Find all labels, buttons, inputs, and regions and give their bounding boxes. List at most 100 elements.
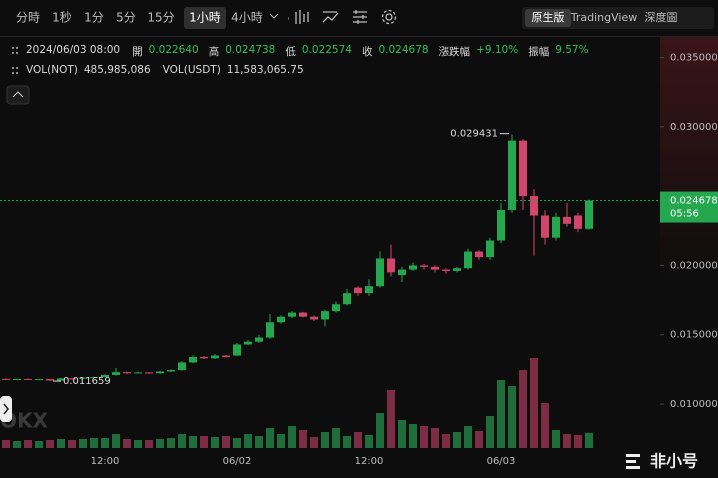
tool-icons <box>295 9 397 25</box>
volume-bar <box>2 440 10 448</box>
gear-icon[interactable] <box>385 13 393 21</box>
divider <box>0 36 718 37</box>
side-button[interactable] <box>0 396 12 422</box>
settings-list-icon[interactable] <box>353 10 367 24</box>
volume-bar <box>145 440 153 448</box>
volume-bar <box>442 434 450 448</box>
view[interactable]: TradingView <box>570 11 637 24</box>
volume-bar <box>464 426 472 448</box>
candle-body <box>233 344 241 356</box>
dropdown-icon[interactable] <box>269 13 279 19</box>
candle-body <box>464 251 472 269</box>
candle-body <box>552 216 560 238</box>
volume-bar <box>299 430 307 448</box>
volume-bar <box>585 432 593 448</box>
x-tick-label: 12:00 <box>91 456 120 467</box>
field-value: +9.10% <box>476 44 519 56</box>
candle-body <box>299 312 307 317</box>
candle-body <box>255 337 263 342</box>
view[interactable]: 深度圖 <box>645 10 678 24</box>
draw-icon[interactable] <box>322 11 339 23</box>
y-tick-label: 0.015000 <box>670 330 718 341</box>
candle-body <box>112 372 120 375</box>
candle-body <box>519 140 527 197</box>
countdown: 05:56 <box>670 209 699 220</box>
toolbar: 分時 1秒 1分 5分 15分 1小時 4小時 原生版 TradingView 深度圖 <box>16 7 678 29</box>
volume-bar <box>552 430 560 448</box>
candle-body <box>222 355 230 357</box>
plot: 0.0350000.0300000.0250000.0200000.015000… <box>0 52 718 467</box>
candle-body <box>332 304 340 312</box>
y-tick-label: 0.020000 <box>670 260 718 271</box>
candle-body <box>508 140 516 210</box>
field-value: 9.57% <box>555 44 589 56</box>
interval[interactable]: 1小時 <box>189 11 221 25</box>
volume-bar <box>233 438 241 448</box>
candle-body <box>277 316 285 323</box>
view[interactable]: 原生版 <box>532 10 565 24</box>
candle-body <box>574 215 582 229</box>
axis-background <box>660 36 718 448</box>
volume-bar <box>321 432 329 448</box>
volume-bar <box>24 440 32 448</box>
volume-bar <box>310 437 318 448</box>
field-value: 0.022574 <box>301 44 352 56</box>
interval[interactable]: 4小時 <box>231 11 263 25</box>
x-tick-label: 06/03 <box>487 456 516 467</box>
candle-body <box>431 266 439 270</box>
interval[interactable]: 分時 <box>16 11 40 25</box>
last-price: 0.024678 <box>670 196 718 207</box>
volume-bar <box>123 439 131 448</box>
candle-body <box>46 379 54 381</box>
volume-bar <box>112 434 120 448</box>
collapse-button[interactable] <box>6 85 30 105</box>
volume-bar <box>508 386 516 448</box>
field-value: 0.022640 <box>148 44 199 56</box>
candle-body <box>156 371 164 374</box>
volume-value: 11,583,065.75 <box>226 64 304 76</box>
volume-bar <box>497 380 505 448</box>
candle-body <box>68 378 76 380</box>
candle-body <box>453 268 461 271</box>
candle-body <box>178 362 186 371</box>
field-label: 低 <box>285 46 296 58</box>
volume-bar <box>178 434 186 448</box>
interval[interactable]: 5分 <box>116 11 136 25</box>
drag-handle[interactable] <box>12 47 18 74</box>
volume-bar <box>266 428 274 448</box>
volume-bar <box>332 428 340 448</box>
volume-bar <box>277 434 285 448</box>
volume-bar <box>486 416 494 448</box>
volume-bar <box>288 426 296 448</box>
collapse-icon <box>12 91 24 98</box>
interval[interactable]: 1秒 <box>52 11 72 25</box>
candle-body <box>354 287 362 294</box>
y-tick-label: 0.030000 <box>670 122 718 133</box>
volume-bar <box>574 435 582 448</box>
interval[interactable]: 15分 <box>147 11 174 25</box>
candle-body <box>211 355 219 359</box>
candle-body <box>365 286 373 294</box>
interval[interactable]: 1分 <box>84 11 104 25</box>
volume-bar <box>431 428 439 448</box>
volume-bar <box>409 424 417 448</box>
candle-body <box>387 258 395 273</box>
volume-bar <box>398 420 406 448</box>
high-label: 0.029431 <box>450 129 498 140</box>
candle-body <box>145 372 153 374</box>
volume-info: VOL(NOT) 485,985,086 VOL(USDT) 11,583,065.7… <box>26 64 310 76</box>
indicator-icon[interactable] <box>295 10 309 24</box>
brand: 非小号 <box>650 452 698 471</box>
volume-bar <box>211 437 219 448</box>
volume-bar <box>134 440 142 448</box>
candle-body <box>134 372 142 374</box>
volume-bar <box>156 439 164 448</box>
candle-body <box>321 311 329 320</box>
brand-logo <box>626 454 640 469</box>
field-value: 0.024678 <box>378 44 429 56</box>
candle-body <box>398 269 406 276</box>
y-tick-label: 0.010000 <box>670 399 718 410</box>
volume-bar <box>365 435 373 448</box>
